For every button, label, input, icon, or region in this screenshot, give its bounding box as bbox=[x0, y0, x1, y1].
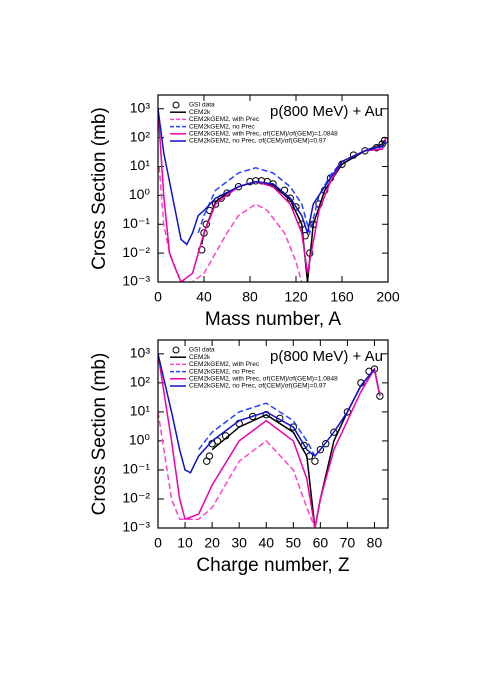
x-tick-label: 30 bbox=[231, 535, 247, 551]
annotation: p(800 MeV) + Au bbox=[270, 348, 383, 365]
x-axis-title: Charge number, Z bbox=[196, 555, 350, 576]
y-tick-label: 10² bbox=[130, 128, 151, 144]
plot: 0 40 80 120 160 200 10⁻³ 10⁻² 10⁻¹ 10⁰ 10¹ 10² 10³ GS… bbox=[89, 94, 400, 330]
y-tick-label: 10⁻³ bbox=[122, 519, 150, 535]
series-layer bbox=[158, 108, 388, 282]
x-tick-label: 50 bbox=[286, 535, 302, 551]
x-tick-label: 10 bbox=[177, 535, 193, 551]
data-point bbox=[330, 428, 338, 436]
x-tick-label: 80 bbox=[242, 289, 258, 305]
x-tick-label: 0 bbox=[154, 289, 162, 305]
data-point bbox=[234, 182, 243, 191]
legend-entry: CEM2kGEM2, with Prec bbox=[189, 116, 260, 123]
y-axis-title: Cross Section (mb) bbox=[89, 353, 110, 516]
plot-frame bbox=[157, 94, 389, 283]
legend-entry: GSI data bbox=[189, 347, 215, 354]
series-line bbox=[158, 411, 316, 528]
x-tick-label: 0 bbox=[154, 535, 162, 551]
legend-entry: CEM2kGEM2, with Prec, σf(CEM)/σf(GEM)=1.… bbox=[189, 131, 338, 138]
x-tick-label: 70 bbox=[340, 535, 356, 551]
x-tick-label: 40 bbox=[258, 535, 274, 551]
legend-entry: GSI data bbox=[189, 102, 215, 109]
x-tick-label: 20 bbox=[204, 535, 220, 551]
y-tick-label: 10³ bbox=[130, 345, 151, 361]
legend-entry: CEM2k bbox=[189, 354, 211, 361]
y-tick-label: 10⁰ bbox=[129, 186, 151, 202]
legend-marker bbox=[172, 101, 180, 109]
annotation: p(800 MeV) + Au bbox=[270, 103, 383, 120]
x-tick-label: 160 bbox=[330, 289, 354, 305]
data-point bbox=[252, 177, 260, 185]
series-line bbox=[158, 108, 387, 246]
data-point bbox=[316, 445, 325, 454]
x-tick-label: 120 bbox=[284, 289, 308, 305]
x-axis-title: Mass number, A bbox=[205, 309, 342, 330]
series-line bbox=[197, 402, 316, 457]
y-tick-label: 10⁻² bbox=[122, 244, 150, 260]
y-tick-label: 10⁻² bbox=[122, 490, 150, 506]
data-point bbox=[205, 452, 214, 460]
y-tick-label: 10⁻¹ bbox=[122, 215, 150, 231]
x-tick-label: 40 bbox=[196, 289, 212, 305]
legend-entry: CEM2kGEM2, no Prec, σf(CEM)/σf(GEM)=0.97 bbox=[189, 138, 327, 145]
x-tick-label: 80 bbox=[367, 535, 383, 551]
legend-entry: CEM2kGEM2, with Prec, σf(CEM)/σf(GEM)=1.… bbox=[189, 376, 338, 383]
y-axis-title: Cross Section (mb) bbox=[89, 107, 110, 270]
legend-marker bbox=[172, 346, 180, 354]
data-point bbox=[311, 457, 319, 465]
data-point bbox=[289, 423, 297, 431]
y-tick-label: 10¹ bbox=[130, 403, 151, 419]
data-point bbox=[343, 408, 352, 416]
legend-entry: CEM2kGEM2, no Prec bbox=[189, 368, 255, 375]
plot: 0 10 20 30 40 50 60 70 80 10⁻³ 10⁻² 10⁻¹ 10⁰ 10¹ 10² 10… bbox=[89, 339, 389, 576]
plot-frame bbox=[157, 339, 389, 529]
x-tick-label: 60 bbox=[313, 535, 329, 551]
y-tick-label: 10³ bbox=[130, 99, 151, 115]
y-tick-label: 10¹ bbox=[130, 157, 151, 173]
data-point bbox=[322, 440, 330, 448]
y-tick-label: 10⁻³ bbox=[122, 273, 150, 289]
series-line bbox=[158, 353, 376, 474]
series-line bbox=[158, 166, 303, 282]
data-point bbox=[249, 412, 257, 421]
legend-entry: CEM2kGEM2, no Prec bbox=[189, 123, 255, 130]
series-layer bbox=[158, 353, 384, 528]
x-tick-label: 200 bbox=[376, 289, 400, 305]
legend-entry: CEM2kGEM2, with Prec bbox=[189, 361, 260, 368]
series-line bbox=[200, 140, 386, 282]
y-tick-label: 10⁻¹ bbox=[122, 461, 150, 477]
legend-entry: CEM2kGEM2, no Prec, σf(CEM)/σf(GEM)=0.97 bbox=[189, 383, 327, 390]
y-tick-label: 10² bbox=[130, 374, 151, 390]
legend-entry: CEM2k bbox=[189, 109, 211, 116]
series-line bbox=[158, 353, 381, 528]
y-tick-label: 10⁰ bbox=[129, 432, 151, 448]
